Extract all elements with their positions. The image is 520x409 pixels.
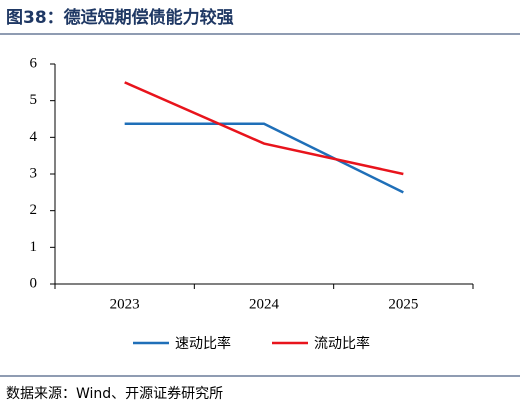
chart-title: 图38：德适短期偿债能力较强 [6, 7, 234, 28]
series-line [124, 122, 404, 194]
x-tick-label: 2025 [388, 296, 418, 312]
y-tick-label: 3 [30, 165, 38, 181]
y-tick-label: 5 [30, 92, 38, 108]
x-tick-label: 2023 [110, 296, 140, 312]
y-tick-label: 2 [30, 202, 38, 218]
x-tick-label: 2024 [249, 296, 280, 312]
source-note: 数据来源：Wind、开源证券研究所 [6, 386, 223, 402]
legend-label: 速动比率 [175, 335, 231, 352]
y-tick-label: 0 [30, 275, 38, 291]
y-tick-label: 1 [30, 239, 38, 255]
series-line [124, 81, 404, 176]
y-tick-label: 4 [30, 129, 38, 145]
legend-label: 流动比率 [314, 335, 370, 352]
y-tick-label: 6 [30, 55, 38, 71]
